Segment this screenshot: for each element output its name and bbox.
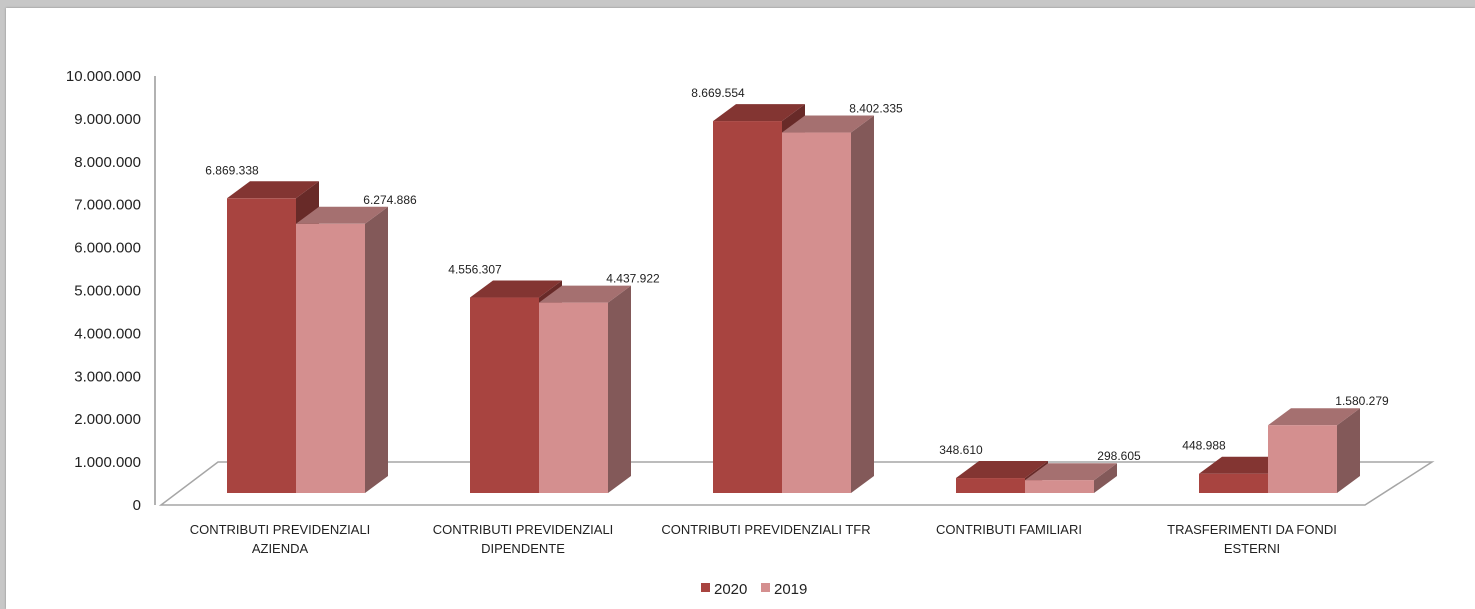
y-tick-label: 10.000.000 bbox=[66, 68, 141, 85]
data-label: 348.610 bbox=[939, 443, 983, 457]
y-tick-label: 2.000.000 bbox=[74, 411, 141, 428]
y-tick-label: 0 bbox=[133, 497, 141, 514]
legend-label: 2019 bbox=[774, 581, 807, 598]
y-tick-label: 5.000.000 bbox=[74, 283, 141, 300]
bar-top-2020 bbox=[713, 104, 805, 122]
bar-2019 bbox=[1268, 425, 1337, 493]
bar-top-2020 bbox=[227, 181, 319, 199]
y-tick-label: 8.000.000 bbox=[74, 154, 141, 171]
bar-top-2019 bbox=[782, 115, 874, 133]
bar-side-2019 bbox=[1337, 408, 1360, 493]
data-label: 8.669.554 bbox=[691, 86, 745, 100]
bar-2019 bbox=[782, 132, 851, 493]
bar-top-2019 bbox=[296, 206, 388, 224]
data-label: 4.556.307 bbox=[448, 263, 502, 277]
bar-2020 bbox=[1199, 473, 1268, 493]
bar-side-2019 bbox=[851, 115, 874, 493]
bar-2019 bbox=[539, 302, 608, 493]
x-category-label: CONTRIBUTI PREVIDENZIALI TFR bbox=[661, 522, 870, 537]
bar-2020 bbox=[470, 297, 539, 493]
data-label: 4.437.922 bbox=[606, 272, 660, 286]
y-tick-label: 4.000.000 bbox=[74, 325, 141, 342]
data-label: 6.274.886 bbox=[363, 193, 417, 207]
legend-swatch-2020 bbox=[701, 583, 710, 592]
bar-side-2019 bbox=[608, 285, 631, 493]
y-tick-label: 7.000.000 bbox=[74, 197, 141, 214]
bar-top-2019 bbox=[539, 285, 631, 303]
legend-swatch-2019 bbox=[761, 583, 770, 592]
x-category-label: TRASFERIMENTI DA FONDI bbox=[1167, 522, 1337, 537]
legend-label: 2020 bbox=[714, 581, 747, 598]
bar-side-2019 bbox=[365, 206, 388, 494]
data-label: 8.402.335 bbox=[849, 102, 903, 116]
bar-2020 bbox=[227, 198, 296, 493]
x-category-label: CONTRIBUTI PREVIDENZIALI bbox=[190, 522, 371, 537]
y-tick-label: 1.000.000 bbox=[74, 454, 141, 471]
bar-top-2020 bbox=[470, 280, 562, 298]
y-tick-label: 9.000.000 bbox=[74, 111, 141, 128]
data-label: 448.988 bbox=[1182, 439, 1226, 453]
y-tick-label: 3.000.000 bbox=[74, 368, 141, 385]
x-category-label: CONTRIBUTI FAMILIARI bbox=[936, 522, 1082, 537]
bar-top-2019 bbox=[1025, 463, 1117, 481]
data-label: 6.869.338 bbox=[205, 163, 259, 177]
bar-2020 bbox=[956, 478, 1025, 493]
x-category-label: AZIENDA bbox=[252, 541, 309, 556]
x-category-label: ESTERNI bbox=[1224, 541, 1280, 556]
bar-2020 bbox=[713, 121, 782, 493]
bar-side-2019 bbox=[1094, 463, 1117, 493]
bar-top-2020 bbox=[956, 461, 1048, 479]
x-category-label: CONTRIBUTI PREVIDENZIALI bbox=[433, 522, 614, 537]
x-category-label: DIPENDENTE bbox=[481, 541, 565, 556]
data-label: 298.605 bbox=[1097, 449, 1141, 463]
bar-2019 bbox=[296, 223, 365, 494]
data-label: 1.580.279 bbox=[1335, 394, 1389, 408]
bar-top-2019 bbox=[1268, 408, 1360, 426]
bar-2019 bbox=[1025, 480, 1094, 493]
y-tick-label: 6.000.000 bbox=[74, 240, 141, 257]
